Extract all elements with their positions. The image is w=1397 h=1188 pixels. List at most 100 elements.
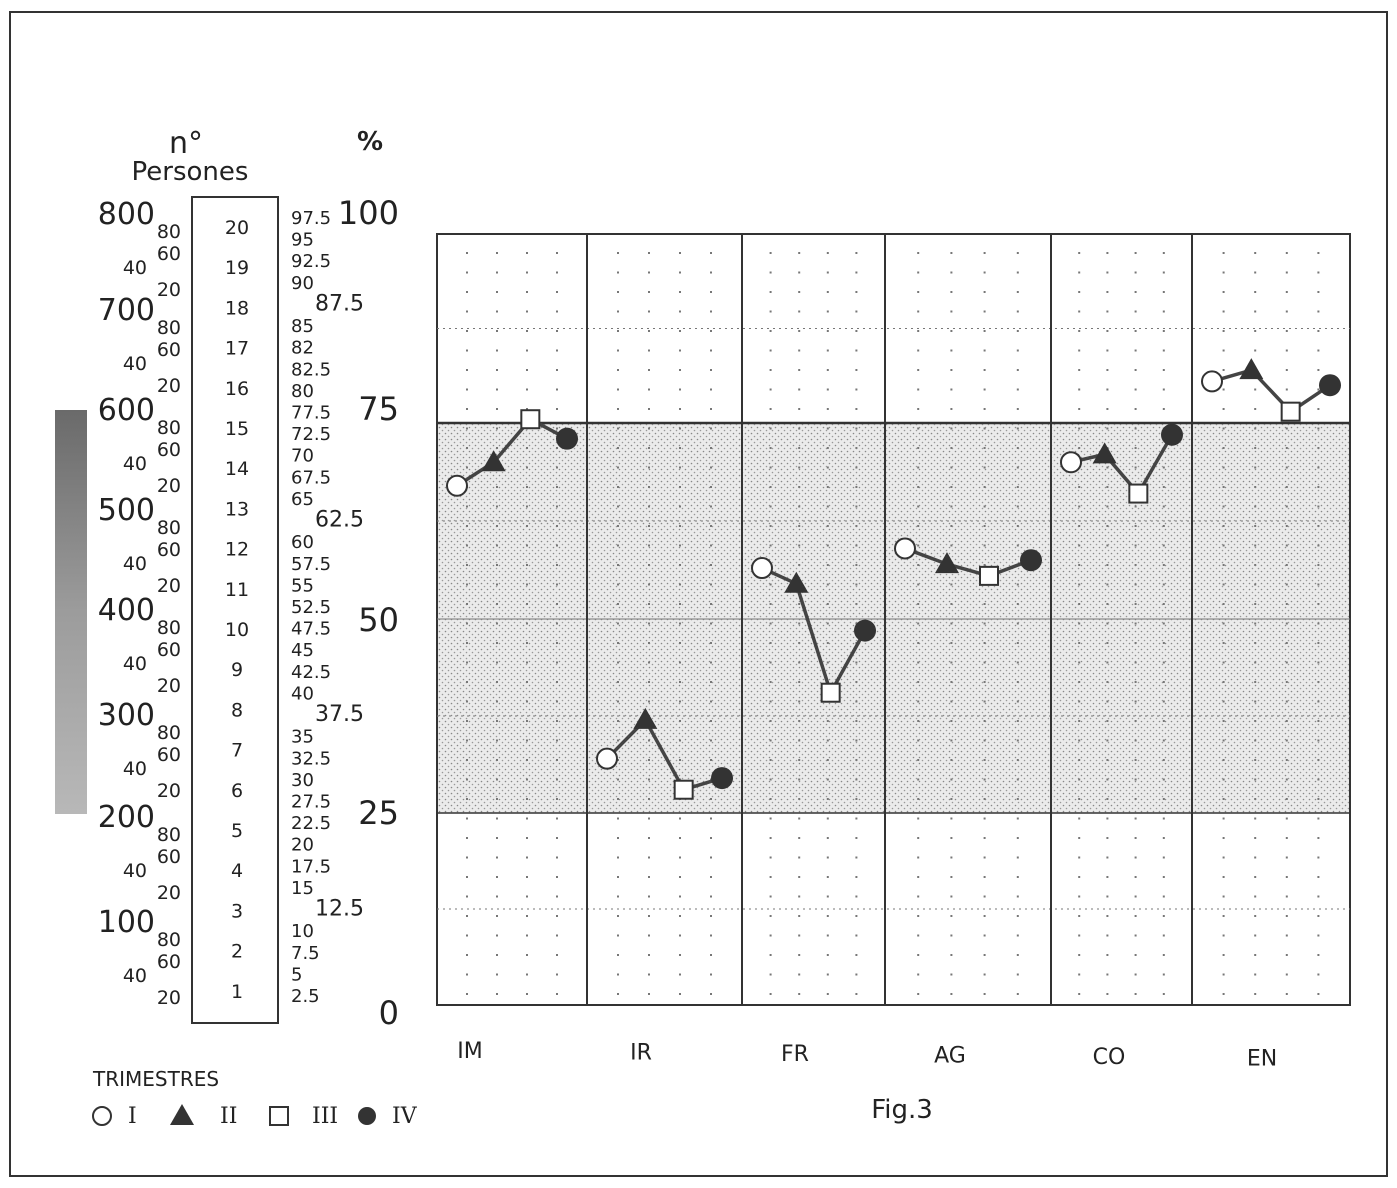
grid-dot: [496, 739, 498, 742]
grid-dot: [1162, 934, 1165, 937]
grid-dot: [1016, 505, 1019, 508]
grid-dot: [710, 895, 712, 898]
grid-dot: [1106, 895, 1109, 898]
grid-dot: [556, 915, 558, 917]
grid-dot: [617, 661, 619, 664]
grid-dot: [826, 915, 829, 917]
grid-dot: [1106, 544, 1109, 547]
grid-dot: [1106, 778, 1109, 781]
grid-dot: [1317, 661, 1320, 664]
grid-dot: [1317, 349, 1320, 352]
grid-dot: [1016, 817, 1019, 820]
grid-dot: [1016, 603, 1019, 605]
grid-dot: [855, 661, 858, 664]
grid-dot: [556, 330, 558, 332]
grid-dot: [1285, 642, 1288, 644]
grid-dot: [1078, 759, 1081, 761]
grid-dot: [679, 388, 681, 391]
percent-minor-tick-label: 35: [291, 727, 314, 748]
grid-dot: [1317, 271, 1320, 274]
grid-dot: [1285, 915, 1288, 917]
grid-dot: [710, 934, 712, 937]
grid-dot: [769, 973, 772, 976]
grid-dot: [648, 739, 650, 742]
grid-dot: [1016, 798, 1019, 800]
grid-dot: [1162, 564, 1165, 566]
grid-dot: [1162, 583, 1165, 586]
grid-dot: [917, 895, 920, 898]
grid-dot: [1254, 895, 1257, 898]
grid-dot: [983, 739, 986, 742]
grid-dot: [556, 856, 558, 859]
grid-dot: [526, 291, 528, 293]
grid-dot: [679, 408, 681, 410]
grid-dot: [1222, 759, 1225, 761]
grid-dot: [556, 252, 558, 254]
grid-dot: [1222, 330, 1225, 332]
grid-dot: [769, 408, 772, 410]
grid-dot: [1078, 778, 1081, 781]
grid-dot: [1078, 915, 1081, 917]
data-point: [1161, 423, 1183, 446]
persons-minor-tick-label: 40: [123, 653, 147, 675]
grid-dot: [1222, 427, 1225, 430]
grid-dot: [1016, 915, 1019, 917]
grid-dot: [526, 837, 528, 839]
percent-minor-tick-label: 70: [291, 446, 314, 467]
grid-dot: [496, 369, 498, 371]
grid-dot: [983, 310, 986, 313]
grid-dot: [855, 408, 858, 410]
grid-dot: [1317, 525, 1320, 527]
grid-dot: [496, 388, 498, 391]
persons-minor-tick-label: 20: [157, 375, 181, 397]
grid-dot: [798, 739, 801, 742]
grid-dot: [526, 310, 528, 313]
grid-dot: [1254, 583, 1257, 586]
grid-dot: [466, 525, 468, 527]
grid-dot: [1285, 486, 1288, 488]
grid-dot: [1285, 544, 1288, 547]
grid-dot: [679, 583, 681, 586]
grid-dot: [826, 369, 829, 371]
grid-dot: [769, 778, 772, 781]
grid-dot: [496, 583, 498, 586]
grid-dot: [526, 271, 528, 274]
grid-dot: [679, 681, 681, 683]
score-label: 4: [231, 860, 243, 882]
grid-dot: [617, 856, 619, 859]
legend-title: TRIMESTRES: [92, 1067, 219, 1091]
grid-dot: [798, 310, 801, 313]
grid-dot: [526, 954, 528, 956]
grid-dot: [950, 837, 953, 839]
grid-dot: [466, 661, 468, 664]
grid-dot: [1162, 895, 1165, 898]
grid-dot: [556, 798, 558, 800]
grid-dot: [855, 349, 858, 352]
grid-dot: [1317, 310, 1320, 313]
grid-dot: [950, 993, 953, 995]
grid-dot: [1106, 505, 1109, 508]
grid-dot: [1106, 876, 1109, 878]
percent-minor-tick-label: 22.5: [291, 813, 331, 834]
grid-dot: [1134, 583, 1137, 586]
grid-dot: [826, 330, 829, 332]
grid-dot: [648, 388, 650, 391]
grid-dot: [1078, 349, 1081, 352]
grid-dot: [466, 993, 468, 995]
plot-area: [436, 233, 1351, 1006]
grid-dot: [855, 466, 858, 469]
grid-dot: [1222, 525, 1225, 527]
grid-dot: [1016, 271, 1019, 274]
grid-dot: [917, 583, 920, 586]
grid-dot: [950, 408, 953, 410]
grid-dot: [679, 271, 681, 274]
persons-minor-tick-label: 40: [123, 553, 147, 575]
grid-dot: [1078, 681, 1081, 683]
grid-dot: [983, 856, 986, 859]
grid-dot: [1222, 252, 1225, 254]
grid-dot: [950, 486, 953, 488]
data-point: [673, 779, 694, 800]
grid-dot: [466, 252, 468, 254]
grid-dot: [983, 544, 986, 547]
grid-dot: [526, 700, 528, 703]
